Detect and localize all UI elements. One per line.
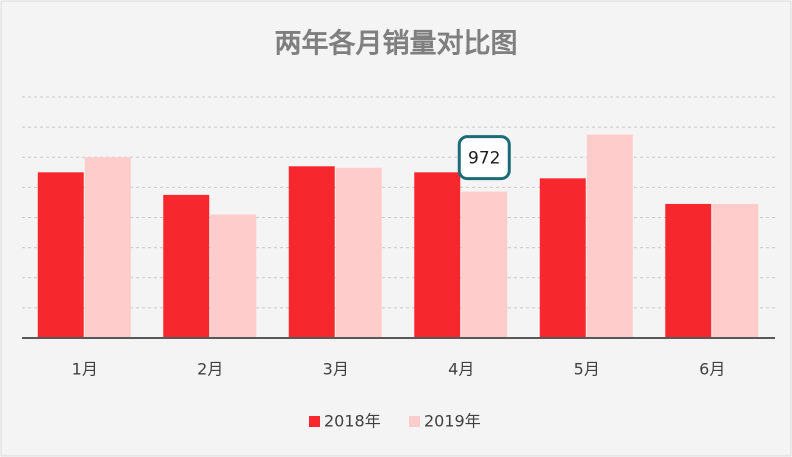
bar xyxy=(163,194,210,338)
legend-swatch xyxy=(309,416,320,427)
x-tick-label: 2月 xyxy=(197,360,223,379)
bar xyxy=(335,167,382,338)
bar xyxy=(539,178,586,338)
x-tick-label: 3月 xyxy=(323,360,349,379)
bar xyxy=(414,172,461,338)
x-tick-label: 5月 xyxy=(574,360,600,379)
value-label: 972 xyxy=(468,149,500,169)
legend-swatch xyxy=(409,416,420,427)
bar xyxy=(84,157,131,338)
bar xyxy=(210,214,257,338)
bar xyxy=(712,203,759,338)
legend-label: 2018年 xyxy=(324,412,381,431)
x-tick-label: 4月 xyxy=(448,360,474,379)
bar xyxy=(288,166,335,338)
bar xyxy=(665,203,712,338)
chart-title: 两年各月销量对比图 xyxy=(275,28,518,60)
bar xyxy=(586,134,633,338)
bar xyxy=(461,191,508,338)
value-label-box xyxy=(457,135,511,181)
bar xyxy=(37,172,84,338)
x-tick-label: 6月 xyxy=(699,360,725,379)
x-tick-label: 1月 xyxy=(72,360,98,379)
legend-label: 2019年 xyxy=(424,412,481,431)
